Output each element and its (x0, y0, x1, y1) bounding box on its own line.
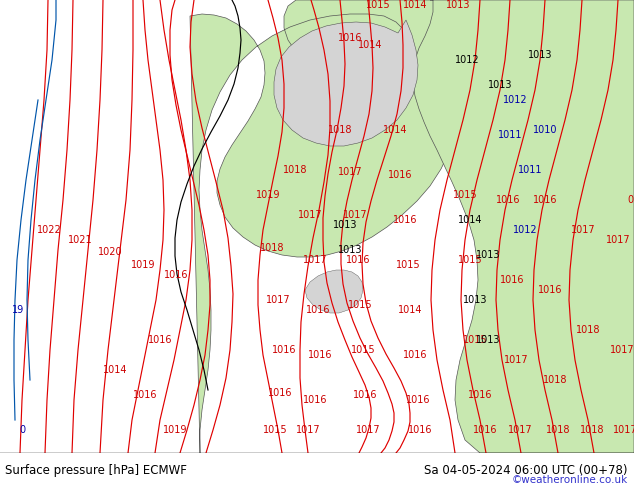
Text: 1021: 1021 (68, 235, 93, 245)
Text: 1016: 1016 (272, 345, 296, 355)
Text: ©weatheronline.co.uk: ©weatheronline.co.uk (512, 475, 628, 485)
Text: 1016: 1016 (346, 255, 370, 265)
Polygon shape (305, 270, 363, 313)
Text: Surface pressure [hPa] ECMWF: Surface pressure [hPa] ECMWF (5, 464, 187, 476)
Text: 1016: 1016 (338, 33, 362, 43)
Text: 1016: 1016 (133, 390, 157, 400)
Text: 1016: 1016 (353, 390, 377, 400)
Text: 1016: 1016 (306, 305, 330, 315)
Text: 1013: 1013 (488, 80, 512, 90)
Text: 1018: 1018 (283, 165, 307, 175)
Polygon shape (274, 20, 418, 146)
Text: Sa 04-05-2024 06:00 UTC (00+78): Sa 04-05-2024 06:00 UTC (00+78) (425, 464, 628, 476)
Text: 1019: 1019 (131, 260, 155, 270)
Text: 1016: 1016 (500, 275, 524, 285)
Text: 1018: 1018 (579, 425, 604, 435)
Text: 1016: 1016 (406, 395, 430, 405)
Text: 1017: 1017 (343, 210, 367, 220)
Text: 1016: 1016 (148, 335, 172, 345)
Text: 1013: 1013 (476, 335, 500, 345)
Polygon shape (190, 0, 459, 453)
Text: 1011: 1011 (498, 130, 522, 140)
Text: 1016: 1016 (307, 350, 332, 360)
Text: 1020: 1020 (98, 247, 122, 257)
Text: 1018: 1018 (260, 243, 284, 253)
Text: 1016: 1016 (164, 270, 188, 280)
Text: 1014: 1014 (103, 365, 127, 375)
Text: 1017: 1017 (295, 425, 320, 435)
Text: 1015: 1015 (347, 300, 372, 310)
Text: 1015: 1015 (262, 425, 287, 435)
Text: 1013: 1013 (338, 245, 362, 255)
Text: 1017: 1017 (302, 255, 327, 265)
Text: 1017: 1017 (298, 210, 322, 220)
Text: 1017: 1017 (605, 235, 630, 245)
Text: 1016: 1016 (303, 395, 327, 405)
Text: 1022: 1022 (37, 225, 61, 235)
Text: 1012: 1012 (455, 55, 479, 65)
Text: 1013: 1013 (476, 250, 500, 260)
Text: 1017: 1017 (356, 425, 380, 435)
Text: 1016: 1016 (496, 195, 521, 205)
Text: 1018: 1018 (328, 125, 353, 135)
Text: 1016: 1016 (538, 285, 562, 295)
Text: 1016: 1016 (533, 195, 557, 205)
Text: 1017: 1017 (610, 345, 634, 355)
Text: 1013: 1013 (463, 295, 488, 305)
Text: 1016: 1016 (268, 388, 292, 398)
Text: 1014: 1014 (398, 305, 422, 315)
Text: 1017: 1017 (266, 295, 290, 305)
Text: 1014: 1014 (403, 0, 427, 10)
Text: 1013: 1013 (527, 50, 552, 60)
Text: 1016: 1016 (468, 390, 492, 400)
Text: 1018: 1018 (546, 425, 570, 435)
Text: 1013: 1013 (446, 0, 470, 10)
Text: 1014: 1014 (383, 125, 407, 135)
Text: 1013: 1013 (333, 220, 357, 230)
Text: 0: 0 (627, 195, 633, 205)
Text: 1017: 1017 (612, 425, 634, 435)
Text: 1010: 1010 (533, 125, 557, 135)
Text: 1015: 1015 (458, 255, 482, 265)
Text: 1014: 1014 (458, 215, 482, 225)
Text: 1015: 1015 (366, 0, 391, 10)
Text: 1017: 1017 (571, 225, 595, 235)
Text: 1015: 1015 (463, 335, 488, 345)
Text: 1015: 1015 (396, 260, 420, 270)
Text: 1014: 1014 (358, 40, 382, 50)
Text: 1016: 1016 (388, 170, 412, 180)
Text: 1018: 1018 (576, 325, 600, 335)
Text: 1017: 1017 (338, 167, 362, 177)
Text: 1016: 1016 (392, 215, 417, 225)
Text: 1016: 1016 (408, 425, 432, 435)
Text: 1015: 1015 (351, 345, 375, 355)
Text: 1019: 1019 (256, 190, 280, 200)
Polygon shape (413, 0, 634, 453)
Text: 19: 19 (12, 305, 24, 315)
Text: 1011: 1011 (518, 165, 542, 175)
Text: 1012: 1012 (503, 95, 527, 105)
Text: 1012: 1012 (513, 225, 537, 235)
Text: 1017: 1017 (503, 355, 528, 365)
Text: 0: 0 (19, 425, 25, 435)
Text: 1018: 1018 (543, 375, 567, 385)
Text: 1016: 1016 (473, 425, 497, 435)
Text: 1015: 1015 (453, 190, 477, 200)
Text: 1016: 1016 (403, 350, 427, 360)
Text: 1017: 1017 (508, 425, 533, 435)
Text: 1019: 1019 (163, 425, 187, 435)
